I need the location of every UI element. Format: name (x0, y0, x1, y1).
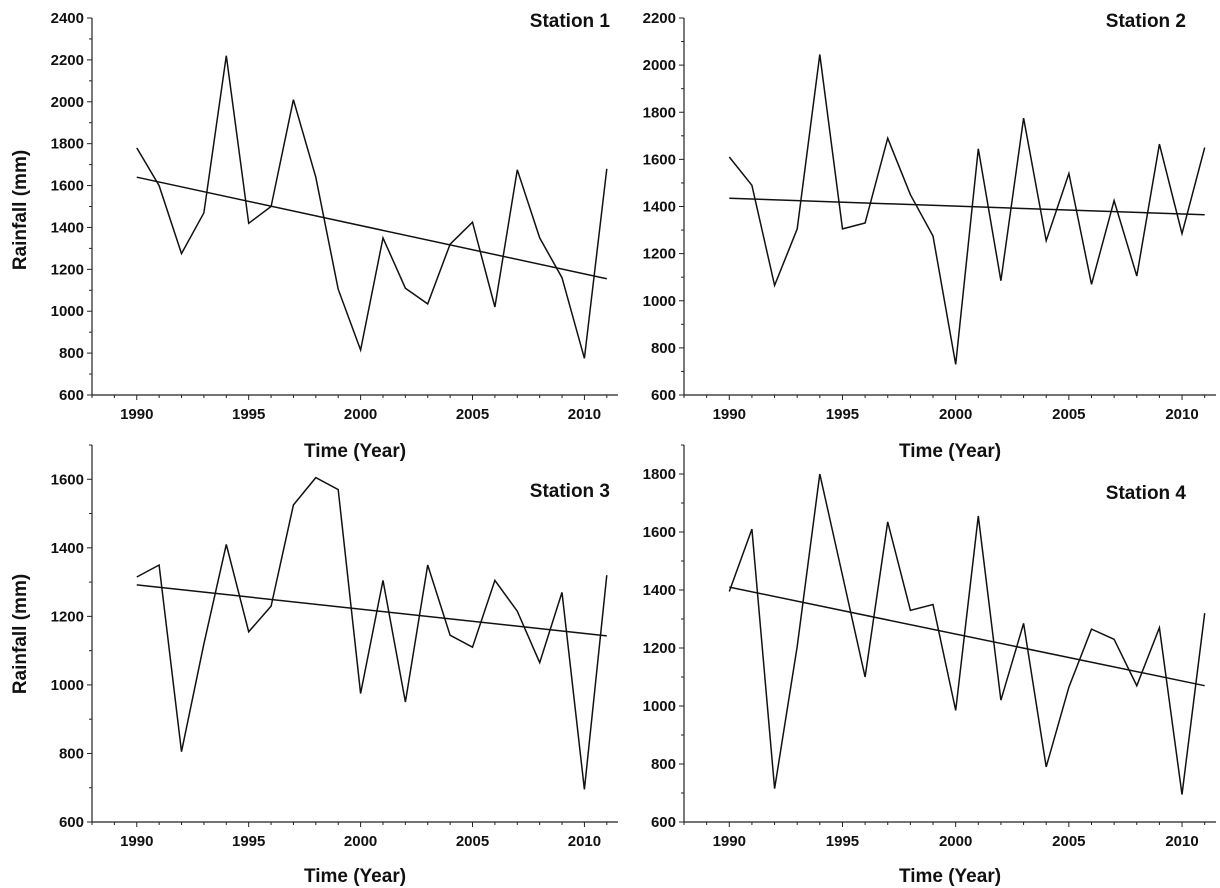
x-tick-label: 1990 (120, 406, 153, 423)
x-tick-label: 2010 (568, 406, 601, 423)
rainfall-series-line (728, 54, 1206, 365)
panel-station-2: 600 800 1000 1200 1400 1600 1800 2000 2200 1990 19… (643, 10, 1216, 462)
x-tick-label: 2005 (456, 833, 489, 850)
chart-panels: 600 800 1000 1200 1400 1600 1800 2000 2200 2400 19… (51, 10, 1216, 887)
trend-line (136, 584, 607, 637)
y-tick-label: 1200 (51, 608, 84, 625)
y-tick-label: 800 (59, 745, 84, 762)
y-tick-label: 1200 (51, 261, 84, 278)
x-tick-label: 1995 (826, 833, 859, 850)
x-tick-label: 2000 (344, 833, 377, 850)
trend-line (136, 176, 607, 280)
x-tick-label: 2005 (1052, 833, 1085, 850)
y-tick-label: 1600 (643, 151, 676, 168)
y-tick-label: 1200 (643, 246, 676, 263)
y-tick-label: 1600 (643, 524, 676, 541)
y-tick-label: 800 (651, 756, 676, 773)
y-tick-label: 2400 (51, 10, 84, 27)
y-tick-label: 600 (59, 814, 84, 831)
x-tick-label: 2000 (344, 406, 377, 423)
trend-line (729, 197, 1205, 216)
y-tick-label: 1200 (643, 640, 676, 657)
station-title: Station 1 (530, 11, 611, 32)
x-tick-label: 1995 (826, 406, 859, 423)
x-tick-label: 1995 (232, 406, 265, 423)
x-axis-title: Time (Year) (304, 866, 406, 887)
x-tick-label: 1995 (232, 833, 265, 850)
y-tick-label: 1400 (643, 199, 676, 216)
panel-station-4: 600 800 1000 1200 1400 1600 1800 1990 1995 2000 20… (643, 444, 1216, 887)
station-title: Station 3 (530, 481, 610, 502)
station-title: Station 2 (1106, 11, 1186, 32)
station-title: Station 4 (1106, 483, 1187, 504)
y-tick-label: 1800 (51, 136, 84, 153)
rainfall-series-line (136, 476, 608, 790)
y-tick-label: 600 (59, 387, 84, 404)
rainfall-series-line (728, 473, 1206, 795)
rainfall-series-line (136, 55, 608, 359)
y-tick-label: 2200 (51, 52, 84, 69)
y-tick-label: 1400 (51, 219, 84, 236)
y-tick-label: 2200 (643, 10, 676, 27)
x-tick-label: 1990 (120, 833, 153, 850)
x-tick-label: 2010 (1165, 406, 1198, 423)
y-axis-title-top: Rainfall (mm) (10, 150, 31, 270)
x-tick-label: 2010 (568, 833, 601, 850)
x-tick-label: 2005 (456, 406, 489, 423)
y-tick-label: 600 (651, 387, 676, 404)
y-tick-label: 1600 (51, 178, 84, 195)
x-axis-title: Time (Year) (304, 441, 406, 462)
y-tick-label: 1400 (51, 540, 84, 557)
y-tick-label: 1400 (643, 582, 676, 599)
y-tick-label: 600 (651, 814, 676, 831)
x-tick-label: 1990 (713, 833, 746, 850)
y-axis-title-bottom: Rainfall (mm) (10, 574, 31, 694)
y-tick-label: 1000 (51, 303, 84, 320)
y-tick-label: 2000 (51, 94, 84, 111)
x-axis-title: Time (Year) (899, 441, 1001, 462)
y-tick-label: 800 (59, 345, 84, 362)
x-tick-label: 2010 (1165, 833, 1198, 850)
x-tick-label: 1990 (713, 406, 746, 423)
y-tick-label: 1000 (643, 698, 676, 715)
x-tick-label: 2005 (1052, 406, 1085, 423)
y-tick-label: 1000 (51, 677, 84, 694)
trend-line (729, 586, 1205, 687)
panel-station-1: 600 800 1000 1200 1400 1600 1800 2000 2200 2400 19… (51, 10, 618, 462)
x-tick-label: 2000 (939, 406, 972, 423)
y-tick-label: 1800 (643, 466, 676, 483)
x-axis-title: Time (Year) (899, 866, 1001, 887)
y-tick-label: 1800 (643, 104, 676, 121)
x-tick-label: 2000 (939, 833, 972, 850)
y-tick-label: 1000 (643, 293, 676, 310)
y-tick-label: 800 (651, 340, 676, 357)
panel-station-3: 600 800 1000 1200 1400 1600 1990 1995 2000 2005 20… (51, 444, 618, 887)
y-tick-label: 1600 (51, 471, 84, 488)
y-tick-label: 2000 (643, 57, 676, 74)
